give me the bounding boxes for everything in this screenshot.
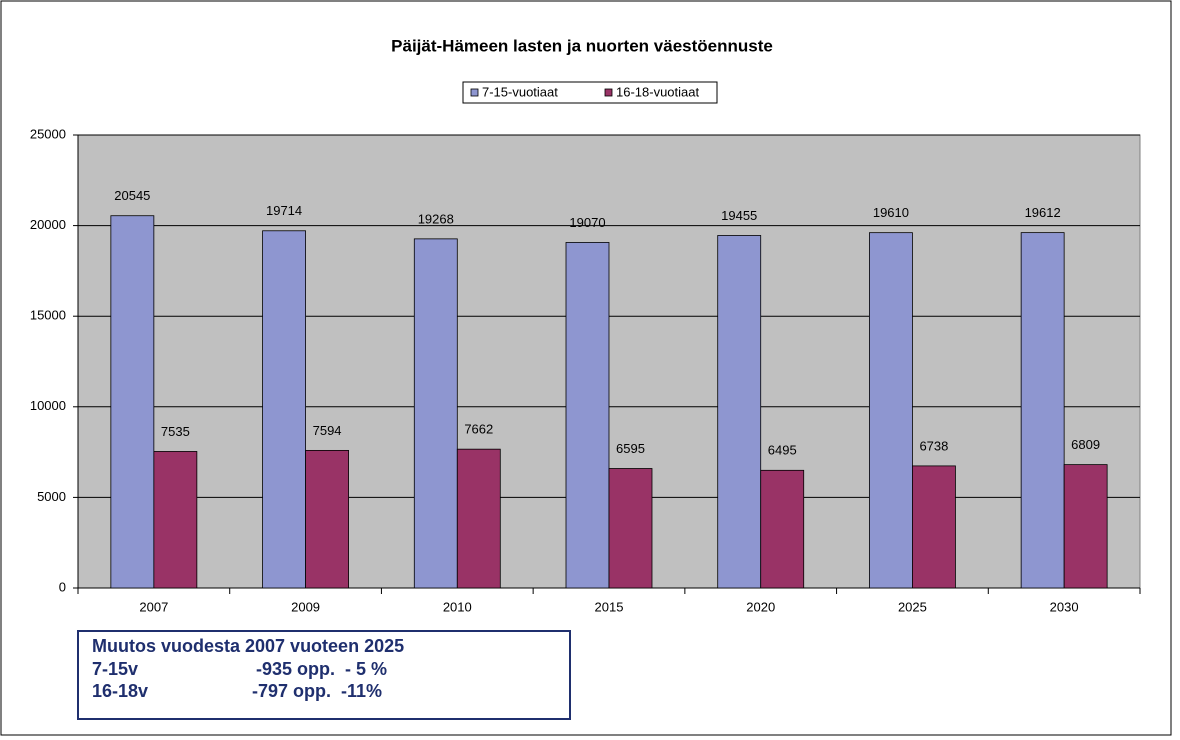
y-tick-label: 25000 bbox=[30, 126, 66, 141]
x-tick-label: 2007 bbox=[139, 599, 168, 614]
annotation-title: Muutos vuodesta 2007 vuoteen 2025 bbox=[92, 636, 404, 656]
annotation-value: -935 opp. - 5 % bbox=[256, 659, 387, 679]
bar bbox=[456, 448, 501, 589]
data-label: 19714 bbox=[266, 203, 302, 218]
data-label: 20545 bbox=[114, 188, 150, 203]
annotation-label: 7-15v bbox=[92, 659, 138, 679]
legend-swatch bbox=[470, 88, 479, 97]
bar bbox=[912, 465, 956, 589]
y-tick-label: 5000 bbox=[37, 489, 66, 504]
bar bbox=[717, 235, 762, 589]
x-tick-label: 2020 bbox=[746, 599, 775, 614]
bar bbox=[1020, 232, 1065, 589]
data-label: 6495 bbox=[768, 443, 797, 458]
data-label: 7594 bbox=[313, 423, 342, 438]
x-tick-label: 2010 bbox=[443, 599, 472, 614]
bar bbox=[608, 468, 653, 589]
chart-title: Päijät-Hämeen lasten ja nuorten väestöen… bbox=[391, 36, 773, 55]
y-tick-label: 20000 bbox=[30, 217, 66, 232]
annotation-box bbox=[77, 630, 571, 720]
bar bbox=[305, 449, 349, 589]
data-label: 19268 bbox=[418, 211, 454, 226]
x-tick-label: 2015 bbox=[595, 599, 624, 614]
bar bbox=[110, 215, 155, 589]
y-tick-label: 10000 bbox=[30, 398, 66, 413]
data-label: 7662 bbox=[464, 422, 493, 437]
bar bbox=[413, 238, 458, 589]
y-tick-label: 15000 bbox=[30, 308, 66, 323]
data-label: 19070 bbox=[569, 215, 605, 230]
bar bbox=[262, 230, 306, 589]
data-label: 6595 bbox=[616, 441, 645, 456]
data-label: 7535 bbox=[161, 424, 190, 439]
legend-label: 16-18-vuotiaat bbox=[616, 84, 699, 99]
x-tick-label: 2030 bbox=[1050, 599, 1079, 614]
legend-box bbox=[462, 81, 718, 104]
data-label: 19455 bbox=[721, 208, 757, 223]
legend-swatch bbox=[604, 88, 613, 97]
data-label: 19612 bbox=[1025, 205, 1061, 220]
annotation-value: -797 opp. -11% bbox=[252, 681, 382, 701]
bar bbox=[760, 469, 805, 589]
data-label: 6738 bbox=[919, 438, 948, 453]
annotation-label: 16-18v bbox=[92, 681, 148, 701]
legend-label: 7-15-vuotiaat bbox=[482, 84, 558, 99]
bar bbox=[153, 451, 198, 589]
data-label: 19610 bbox=[873, 205, 909, 220]
bar bbox=[565, 242, 610, 589]
bar bbox=[869, 232, 913, 589]
bar bbox=[1063, 464, 1108, 589]
x-tick-label: 2009 bbox=[291, 599, 320, 614]
x-tick-label: 2025 bbox=[898, 599, 927, 614]
data-label: 6809 bbox=[1071, 437, 1100, 452]
y-tick-label: 0 bbox=[59, 579, 66, 594]
